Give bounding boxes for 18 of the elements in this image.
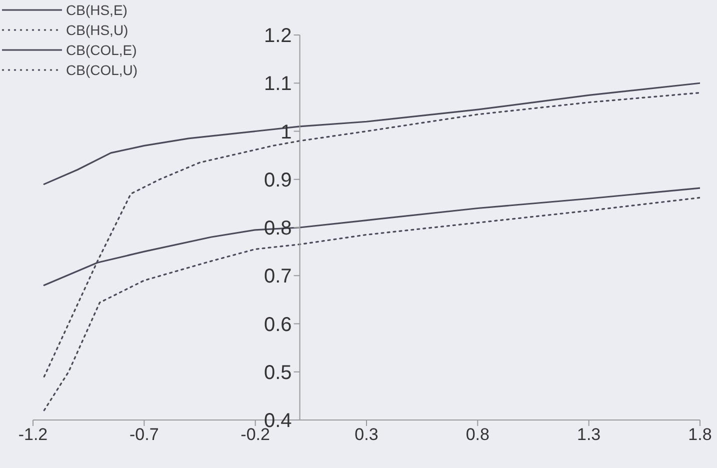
legend-label: CB(COL,U) xyxy=(66,62,138,78)
x-tick-label: 1.3 xyxy=(577,425,601,444)
line-series xyxy=(43,92,700,378)
legend-label: CB(COL,E) xyxy=(66,42,137,58)
y-tick-label: 1.1 xyxy=(264,73,292,96)
x-tick-label: -1.2 xyxy=(18,425,48,444)
y-tick-label: 1.2 xyxy=(264,25,292,48)
legend-label: CB(HS,E) xyxy=(66,2,128,18)
y-tick-label: 0.6 xyxy=(264,314,292,336)
x-tick-label: 0.3 xyxy=(354,425,378,444)
x-tick-label: 0.8 xyxy=(466,425,490,444)
y-tick-label: 0.5 xyxy=(264,362,292,384)
y-tick-label: 0.9 xyxy=(264,169,292,192)
line-series xyxy=(43,196,700,412)
x-tick-label: -0.7 xyxy=(130,425,159,444)
legend-label: CB(HS,U) xyxy=(66,22,128,38)
y-tick-label: 0.7 xyxy=(264,266,292,288)
x-tick-label: 1.8 xyxy=(688,425,712,444)
